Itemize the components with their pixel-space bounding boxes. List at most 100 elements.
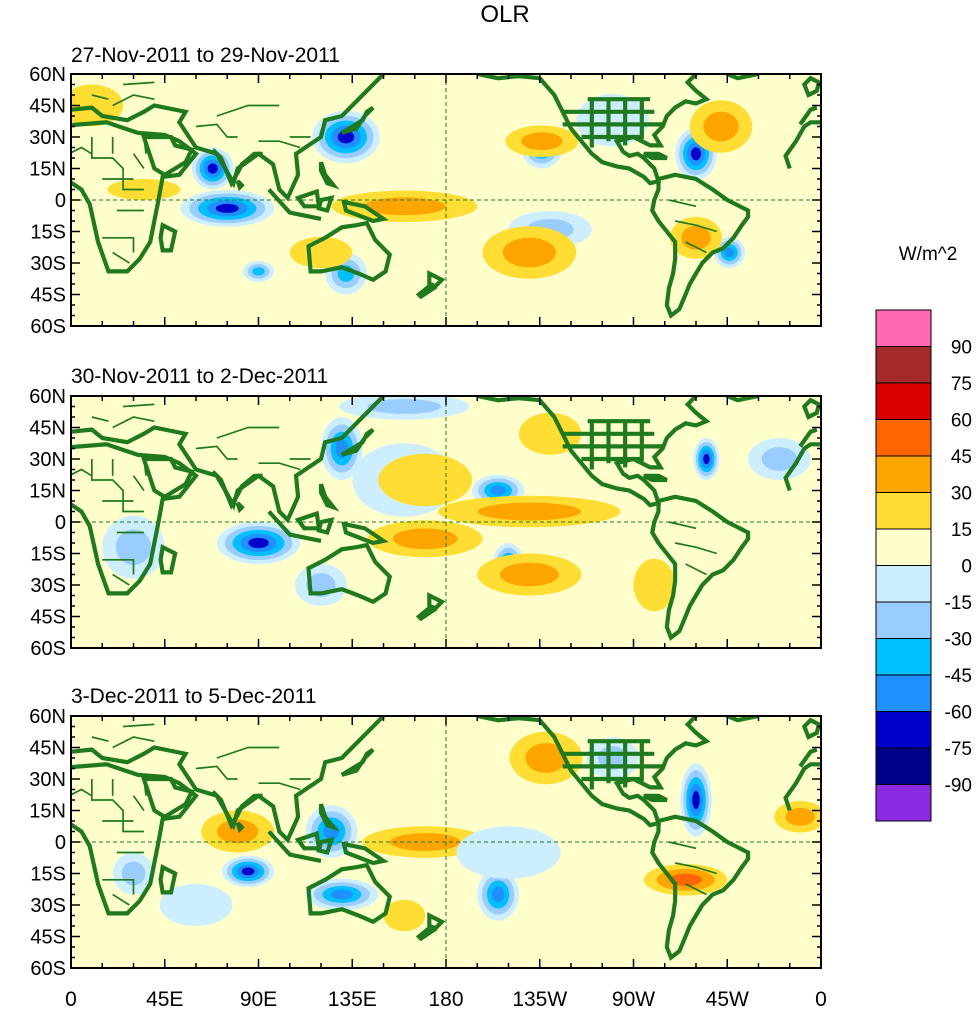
colorbar-label: -75 bbox=[945, 739, 972, 760]
lat-label: 60N bbox=[29, 64, 66, 86]
anomaly-contour bbox=[703, 111, 739, 142]
anomaly-contour bbox=[690, 147, 702, 161]
anomaly-contour bbox=[681, 225, 711, 250]
lat-label: 30S bbox=[30, 575, 66, 597]
colorbar-label: -90 bbox=[945, 776, 972, 797]
anomaly-contour bbox=[525, 743, 567, 773]
panel-3: 3-Dec-2011 to 5-Dec-2011 60N 45N 30N 15N 0 15… bbox=[29, 685, 822, 980]
anomaly-contour bbox=[289, 236, 353, 269]
colorbar-label: -45 bbox=[945, 666, 972, 687]
anomaly-contour bbox=[392, 528, 458, 550]
colorbar-box bbox=[875, 382, 932, 420]
anomaly-contour bbox=[378, 453, 473, 507]
lat-label: 60S bbox=[30, 316, 66, 338]
lat-label: 0 bbox=[55, 512, 66, 534]
anomaly-contour bbox=[159, 884, 233, 926]
lat-label: 30N bbox=[29, 127, 66, 149]
colorbar-box bbox=[875, 784, 932, 822]
lat-label: 0 bbox=[55, 190, 66, 212]
colorbar-box bbox=[875, 565, 932, 603]
lat-label: 45N bbox=[29, 418, 66, 440]
anomaly-contour bbox=[241, 867, 255, 876]
lat-label: 15N bbox=[29, 159, 66, 181]
colorbar-box bbox=[875, 419, 932, 457]
lat-label: 15S bbox=[30, 864, 66, 886]
colorbar-label: 45 bbox=[951, 447, 972, 468]
lon-label: 0 bbox=[65, 988, 77, 1011]
colorbar-label: -30 bbox=[945, 630, 972, 651]
panel-2-lat-labels: 60N 45N 30N 15N 0 15S 30S 45S 60S bbox=[29, 386, 66, 660]
colorbar-box bbox=[875, 346, 932, 384]
colorbar-box bbox=[875, 528, 932, 566]
panel-2-ticks bbox=[70, 395, 822, 649]
colorbar-label: 0 bbox=[961, 557, 972, 578]
anomaly-contour bbox=[633, 558, 676, 612]
colorbar-label: 90 bbox=[951, 338, 972, 359]
anomaly-contour bbox=[383, 899, 426, 932]
colorbar-box bbox=[875, 492, 932, 530]
anomaly-contour bbox=[490, 485, 506, 496]
lat-label: 45S bbox=[30, 607, 66, 629]
panel-3-lat-labels: 60N 45N 30N 15N 0 15S 30S 45S 60S bbox=[29, 706, 66, 980]
lon-label: 135E bbox=[328, 988, 377, 1011]
lon-label: 90W bbox=[612, 988, 655, 1011]
anomaly-contour bbox=[692, 790, 700, 810]
panel-1-ticks bbox=[70, 73, 822, 327]
anomaly-contour bbox=[724, 247, 735, 258]
anomaly-contour bbox=[785, 807, 815, 826]
colorbar-labels: 90 75 60 45 30 15 0 -15 -30 -45 -60 -75 -90 bbox=[945, 338, 972, 797]
colorbar-box bbox=[875, 711, 932, 749]
anomaly-contour bbox=[330, 889, 353, 900]
colorbar-units: W/m^2 bbox=[899, 244, 958, 265]
lon-label: 90E bbox=[240, 988, 277, 1011]
panel-2-title: 30-Nov-2011 to 2-Dec-2011 bbox=[71, 365, 328, 388]
colorbar-label: 15 bbox=[951, 520, 972, 541]
lat-label: 15S bbox=[30, 222, 66, 244]
lat-label: 45S bbox=[30, 285, 66, 307]
colorbar-label: 30 bbox=[951, 484, 972, 505]
anomaly-contour bbox=[576, 93, 650, 147]
anomaly-contour bbox=[217, 819, 259, 844]
lat-label: 0 bbox=[55, 832, 66, 854]
lat-label: 15S bbox=[30, 544, 66, 566]
anomaly-contour bbox=[499, 562, 559, 587]
panel-1-lat-labels: 60N 45N 30N 15N 0 15S 30S 45S 60S bbox=[29, 64, 66, 338]
panel-1-anomaly-field bbox=[71, 84, 753, 295]
lon-label: 180 bbox=[428, 988, 463, 1011]
lon-label: 0 bbox=[815, 988, 827, 1011]
anomaly-contour bbox=[456, 826, 561, 879]
anomaly-contour bbox=[669, 873, 702, 887]
lat-label: 15N bbox=[29, 801, 66, 823]
lat-label: 15N bbox=[29, 481, 66, 503]
lat-label: 60S bbox=[30, 958, 66, 980]
panel-1-title: 27-Nov-2011 to 29-Nov-2011 bbox=[71, 44, 340, 67]
colorbar-box bbox=[875, 309, 932, 347]
lat-label: 45N bbox=[29, 96, 66, 118]
colorbar-label: -15 bbox=[945, 593, 972, 614]
panel-1: 27-Nov-2011 to 29-Nov-2011 60N 45N 30N 15N 0… bbox=[29, 44, 822, 338]
anomaly-contour bbox=[389, 833, 461, 851]
lat-label: 45N bbox=[29, 738, 66, 760]
colorbar-label: 75 bbox=[951, 374, 972, 395]
colorbar-boxes bbox=[875, 309, 932, 822]
anomaly-contour bbox=[115, 529, 152, 566]
panel-3-title: 3-Dec-2011 to 5-Dec-2011 bbox=[71, 685, 317, 708]
anomaly-contour bbox=[252, 267, 265, 276]
lat-label: 60N bbox=[29, 386, 66, 408]
lat-label: 45S bbox=[30, 927, 66, 949]
colorbar-box bbox=[875, 601, 932, 639]
anomaly-contour bbox=[207, 163, 218, 174]
figure-title: OLR bbox=[480, 1, 529, 28]
colorbar-box bbox=[875, 638, 932, 676]
colorbar-box bbox=[875, 455, 932, 493]
anomaly-contour bbox=[703, 453, 710, 465]
lon-label: 135W bbox=[512, 988, 567, 1011]
anomaly-contour bbox=[502, 237, 556, 268]
anomaly-contour bbox=[521, 132, 563, 151]
anomaly-contour bbox=[367, 399, 442, 414]
panel-2: 30-Nov-2011 to 2-Dec-2011 60N 45N 30N 15N 0 1… bbox=[29, 365, 822, 660]
lat-label: 30S bbox=[30, 895, 66, 917]
anomaly-contour bbox=[491, 886, 505, 903]
anomaly-contour bbox=[761, 447, 797, 471]
lon-axis-labels: 0 45E 90E 135E 180 135W 90W 45W 0 bbox=[65, 988, 827, 1011]
